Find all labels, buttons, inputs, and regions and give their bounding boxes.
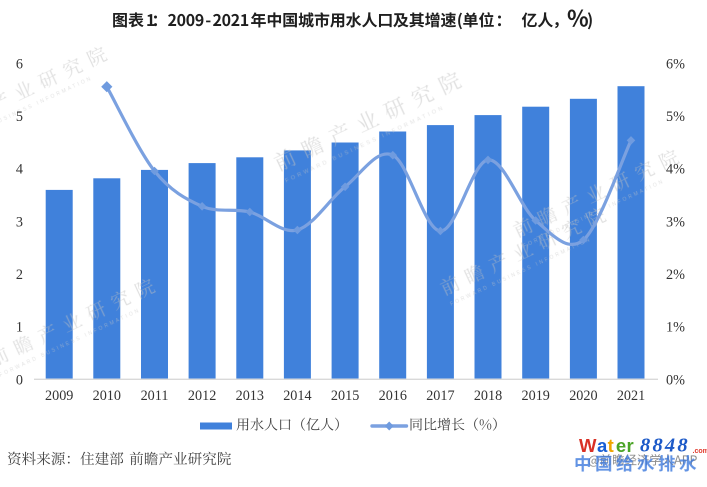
svg-text:2: 2 — [16, 267, 23, 283]
svg-text:2020: 2020 — [569, 388, 597, 404]
svg-text:2021: 2021 — [617, 388, 645, 404]
svg-text:0: 0 — [16, 372, 23, 388]
svg-text:1: 1 — [16, 320, 23, 336]
svg-text:2015: 2015 — [331, 388, 359, 404]
svg-text:2012: 2012 — [188, 388, 216, 404]
svg-text:5%: 5% — [666, 109, 685, 125]
svg-text:2018: 2018 — [474, 388, 502, 404]
svg-text:2009: 2009 — [45, 388, 73, 404]
svg-text:3%: 3% — [666, 214, 685, 230]
svg-text:.com: .com — [693, 448, 707, 455]
svg-text:6%: 6% — [666, 56, 685, 72]
svg-text:5: 5 — [16, 109, 23, 125]
svg-text:e: e — [616, 435, 626, 456]
svg-text:2%: 2% — [666, 267, 685, 283]
svg-text:2013: 2013 — [236, 388, 264, 404]
svg-text:8848: 8848 — [640, 435, 690, 457]
svg-text:4: 4 — [16, 162, 23, 178]
svg-text:2019: 2019 — [522, 388, 550, 404]
svg-text:2014: 2014 — [283, 388, 311, 404]
svg-text:1%: 1% — [666, 320, 685, 336]
svg-text:r: r — [627, 435, 634, 456]
svg-text:2010: 2010 — [93, 388, 121, 404]
svg-text:4%: 4% — [666, 162, 685, 178]
svg-text:2016: 2016 — [379, 388, 407, 404]
svg-text:t: t — [608, 435, 614, 456]
svg-text:0%: 0% — [666, 372, 685, 388]
svg-text:W: W — [579, 435, 597, 456]
svg-text:a: a — [597, 435, 608, 456]
svg-text:2017: 2017 — [426, 388, 454, 404]
svg-text:2011: 2011 — [141, 388, 169, 404]
svg-text:6: 6 — [16, 56, 23, 72]
svg-text:3: 3 — [16, 214, 23, 230]
